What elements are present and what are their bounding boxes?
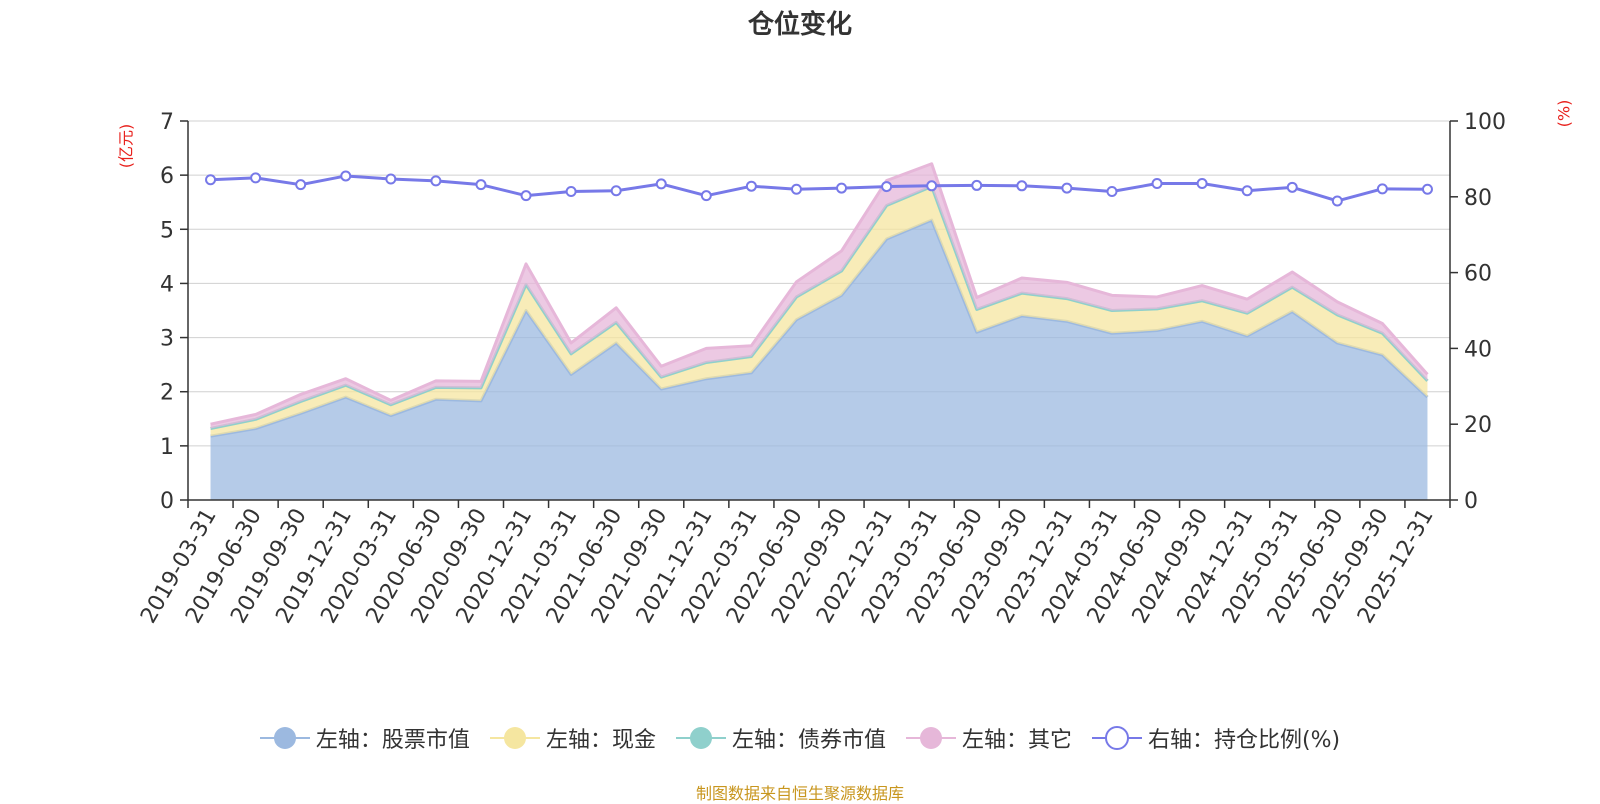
legend-label-stock: 左轴：股票市值 bbox=[315, 728, 470, 753]
ratio-point bbox=[1196, 178, 1208, 190]
ratio-point bbox=[1061, 182, 1073, 194]
ratio-point bbox=[971, 179, 983, 191]
legend-item-bond[interactable]: 左轴：债券市值 bbox=[675, 722, 886, 754]
ratio-point bbox=[205, 174, 217, 186]
ratio-point bbox=[610, 185, 622, 197]
legend-swatch-other bbox=[905, 727, 956, 749]
right-tick-label: 20 bbox=[1464, 413, 1492, 438]
ratio-point bbox=[700, 190, 712, 202]
legend-swatch-cash bbox=[489, 727, 540, 749]
ratio-point bbox=[1421, 183, 1433, 195]
left-tick-label: 6 bbox=[160, 164, 174, 189]
legend-label-cash: 左轴：现金 bbox=[545, 728, 656, 753]
ratio-point bbox=[1016, 180, 1028, 192]
ratio-point bbox=[1106, 185, 1118, 197]
legend-swatch-stock bbox=[259, 727, 310, 749]
ratio-point bbox=[926, 180, 938, 192]
ratio-line-path bbox=[210, 174, 1428, 203]
ratio-point bbox=[250, 172, 262, 184]
ratio-point bbox=[790, 183, 802, 195]
ratio-point bbox=[1331, 195, 1343, 207]
right-tick-label: 60 bbox=[1464, 262, 1492, 287]
left-tick-label: 5 bbox=[160, 218, 174, 243]
right-tick-label: 80 bbox=[1464, 186, 1492, 211]
area-edge-3 bbox=[210, 162, 1429, 426]
ratio-point bbox=[430, 175, 442, 187]
ratio-point bbox=[295, 179, 307, 191]
ratio-point bbox=[881, 181, 893, 193]
left-tick-label: 2 bbox=[160, 381, 174, 406]
legend: 左轴：股票市值 左轴：现金 左轴：债券市值 左轴：其它 右轴：持仓比例(%) bbox=[0, 722, 1600, 754]
legend-swatch-ratio bbox=[1091, 726, 1142, 750]
ratio-point bbox=[1241, 185, 1253, 197]
legend-label-other: 左轴：其它 bbox=[961, 728, 1072, 753]
left-tick-label: 1 bbox=[160, 435, 174, 460]
ratio-point bbox=[655, 178, 667, 190]
ratio-point bbox=[520, 190, 532, 202]
right-axis-unit: (%) bbox=[1554, 99, 1574, 128]
ratio-point bbox=[1286, 181, 1298, 193]
legend-item-stock[interactable]: 左轴：股票市值 bbox=[259, 722, 470, 754]
legend-label-ratio: 右轴：持仓比例(%) bbox=[1147, 728, 1341, 753]
left-tick-label: 7 bbox=[160, 110, 174, 135]
left-tick-label: 3 bbox=[160, 327, 174, 352]
right-tick-label: 100 bbox=[1464, 110, 1506, 135]
area-1 bbox=[210, 186, 1428, 437]
chart-title: 仓位变化 bbox=[747, 10, 852, 40]
legend-item-ratio[interactable]: 右轴：持仓比例(%) bbox=[1091, 722, 1341, 754]
ratio-point bbox=[1151, 178, 1163, 190]
stacked-areas bbox=[210, 162, 1429, 501]
ratio-point bbox=[836, 182, 848, 194]
legend-swatch-bond bbox=[675, 727, 726, 749]
legend-item-other[interactable]: 左轴：其它 bbox=[905, 722, 1072, 754]
left-axis-unit: (亿元) bbox=[116, 123, 136, 169]
area-0 bbox=[210, 220, 1428, 501]
left-tick-label: 4 bbox=[160, 272, 174, 297]
ratio-point bbox=[340, 170, 352, 182]
right-tick-label: 40 bbox=[1464, 337, 1492, 362]
left-tick-label: 0 bbox=[160, 489, 174, 514]
legend-item-cash[interactable]: 左轴：现金 bbox=[489, 722, 656, 754]
ratio-point bbox=[565, 185, 577, 197]
ratio-point bbox=[385, 173, 397, 185]
source-note: 制图数据来自恒生聚源数据库 bbox=[695, 784, 904, 803]
legend-label-bond: 左轴：债券市值 bbox=[731, 728, 886, 753]
ratio-line bbox=[205, 170, 1433, 207]
area-3 bbox=[210, 163, 1428, 429]
right-tick-label: 0 bbox=[1464, 489, 1478, 514]
ratio-point bbox=[745, 180, 757, 192]
ratio-point bbox=[475, 179, 487, 191]
ratio-point bbox=[1376, 183, 1388, 195]
